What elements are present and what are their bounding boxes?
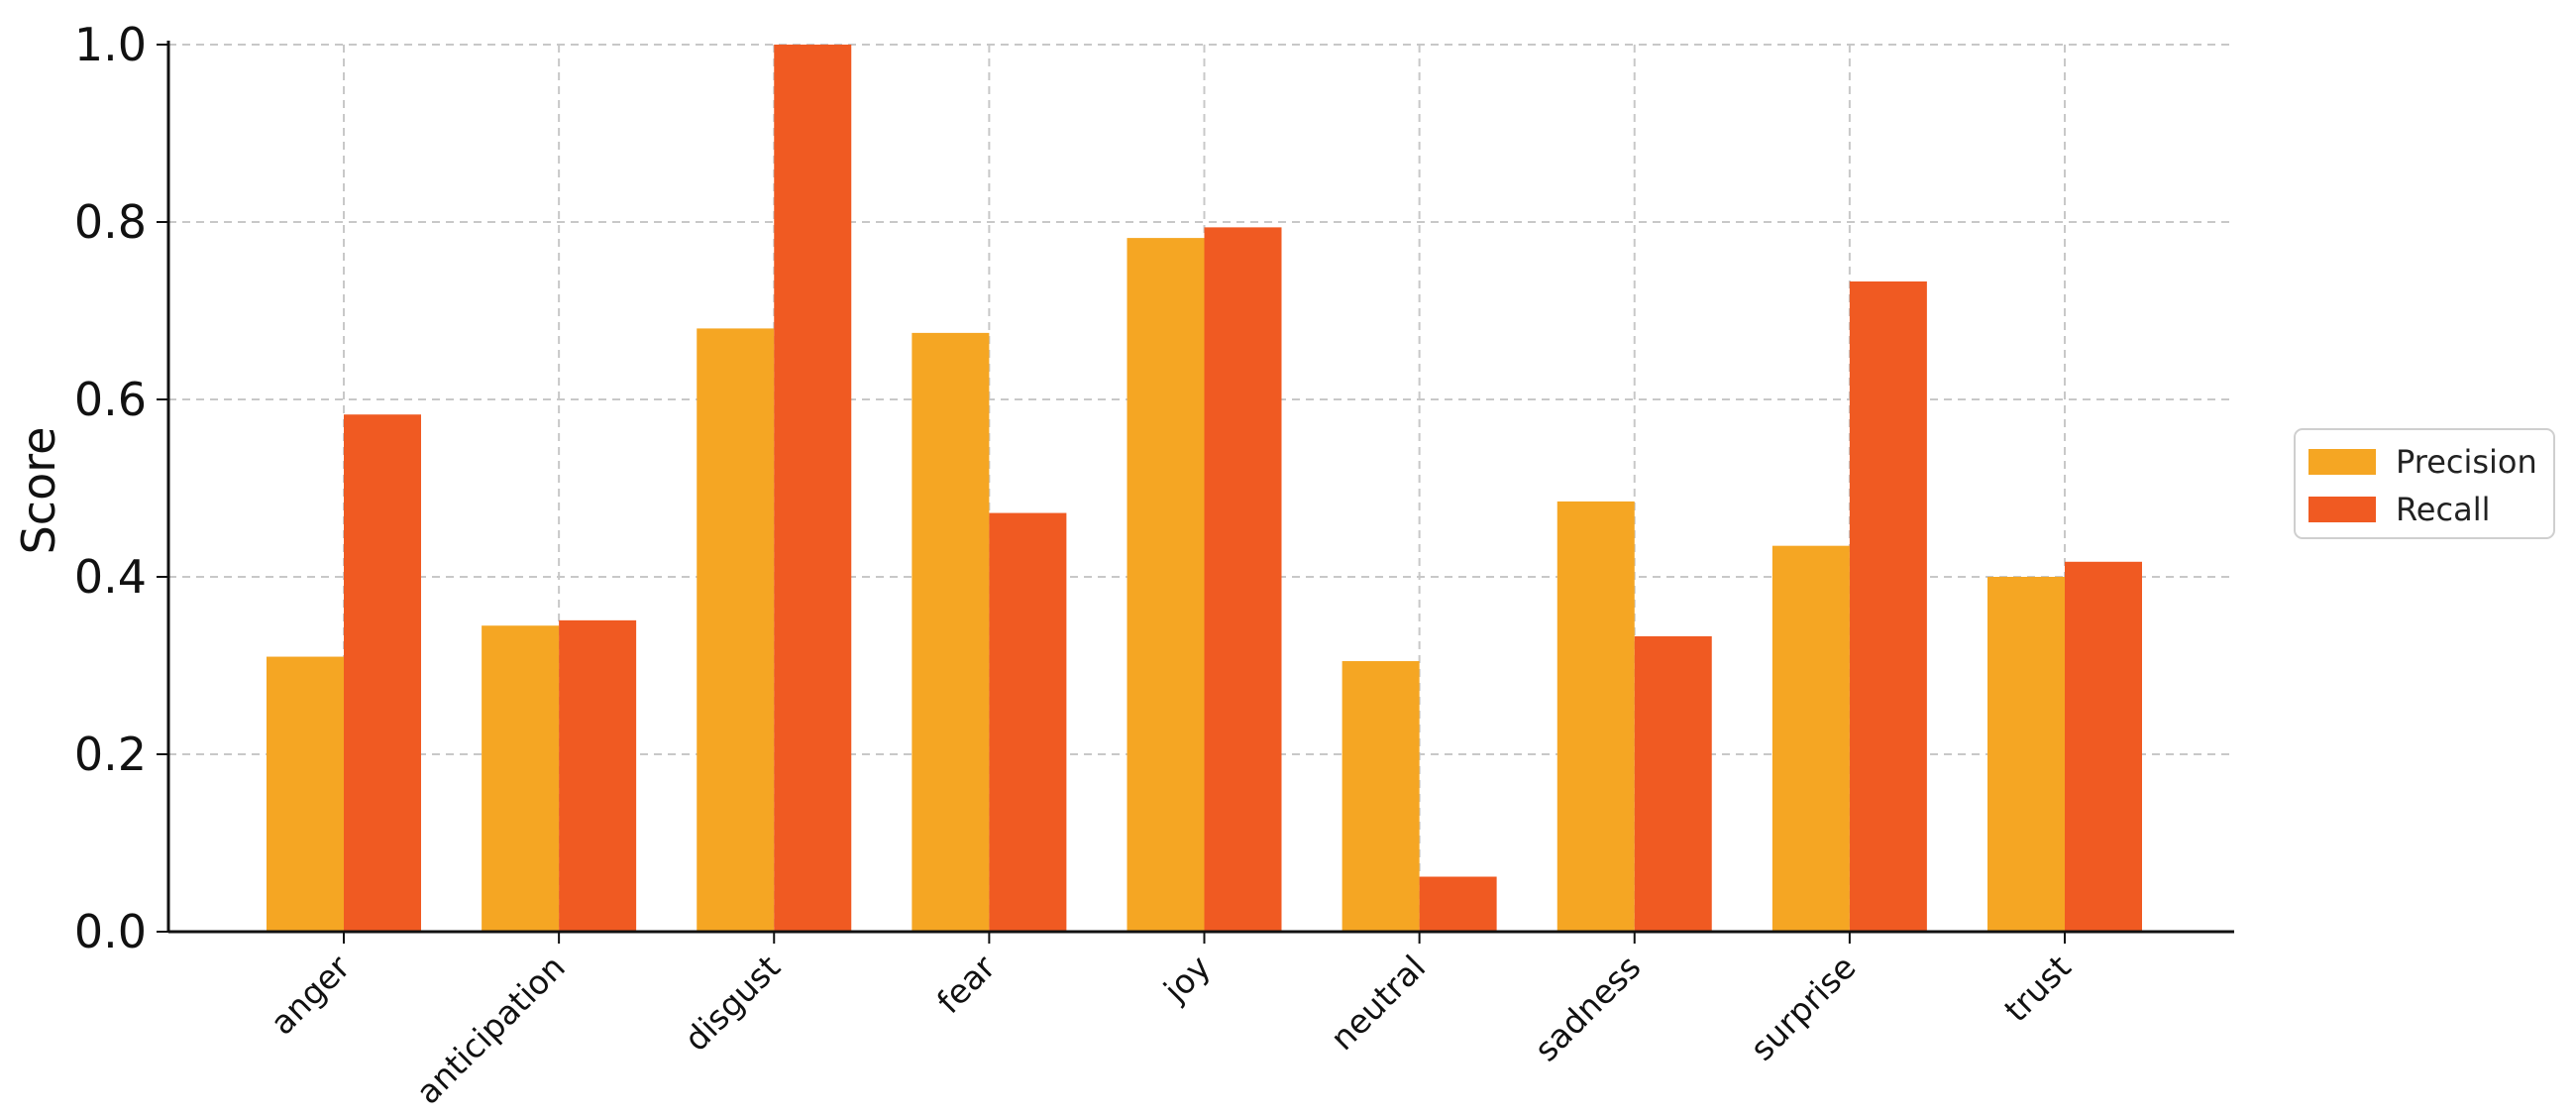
legend-swatch-recall xyxy=(2308,497,2376,522)
bar-recall-fear xyxy=(989,512,1067,932)
y-tick-label: 0.8 xyxy=(74,195,147,249)
x-tick-label-fear: fear xyxy=(929,948,1003,1021)
bar-precision-disgust xyxy=(697,328,775,932)
bar-recall-sadness xyxy=(1634,635,1712,932)
legend-label-precision: Precision xyxy=(2396,443,2537,481)
legend-swatch-precision xyxy=(2308,449,2376,475)
bar-recall-joy xyxy=(1204,227,1282,932)
bar-precision-surprise xyxy=(1771,545,1850,932)
x-tick-label-joy: joy xyxy=(1155,948,1218,1010)
y-axis-title: Score xyxy=(12,427,65,555)
bar-recall-trust xyxy=(2065,561,2142,932)
y-tick-label: 0.0 xyxy=(74,905,147,958)
bar-recall-surprise xyxy=(1849,280,1927,933)
bar-precision-trust xyxy=(1987,577,2065,932)
y-tick-label: 0.4 xyxy=(74,550,147,604)
bar-recall-disgust xyxy=(774,45,852,932)
bar-precision-neutral xyxy=(1342,661,1420,932)
bar-precision-anger xyxy=(267,656,344,932)
legend: Precision Recall xyxy=(2294,428,2555,539)
bar-recall-anger xyxy=(344,414,421,933)
bar-precision-joy xyxy=(1127,238,1205,933)
x-tick-label-anger: anger xyxy=(263,948,358,1043)
x-tick-label-neutral: neutral xyxy=(1323,948,1433,1058)
x-tick-label-anticipation: anticipation xyxy=(408,948,572,1111)
x-tick-label-sadness: sadness xyxy=(1527,948,1648,1068)
bar-group xyxy=(267,45,2142,933)
bar-recall-anticipation xyxy=(559,619,637,932)
y-tick-label: 0.6 xyxy=(74,373,147,426)
bar-precision-anticipation xyxy=(482,625,560,932)
bar-precision-fear xyxy=(912,332,990,932)
x-tick-label-trust: trust xyxy=(1996,948,2078,1029)
x-tick-label-surprise: surprise xyxy=(1743,948,1864,1068)
bar-precision-sadness xyxy=(1556,501,1635,932)
bar-recall-neutral xyxy=(1419,876,1497,932)
legend-label-recall: Recall xyxy=(2396,491,2490,528)
y-tick-label: 1.0 xyxy=(74,18,147,71)
y-tick-label: 0.2 xyxy=(74,728,147,781)
x-tick-label-disgust: disgust xyxy=(677,948,788,1059)
